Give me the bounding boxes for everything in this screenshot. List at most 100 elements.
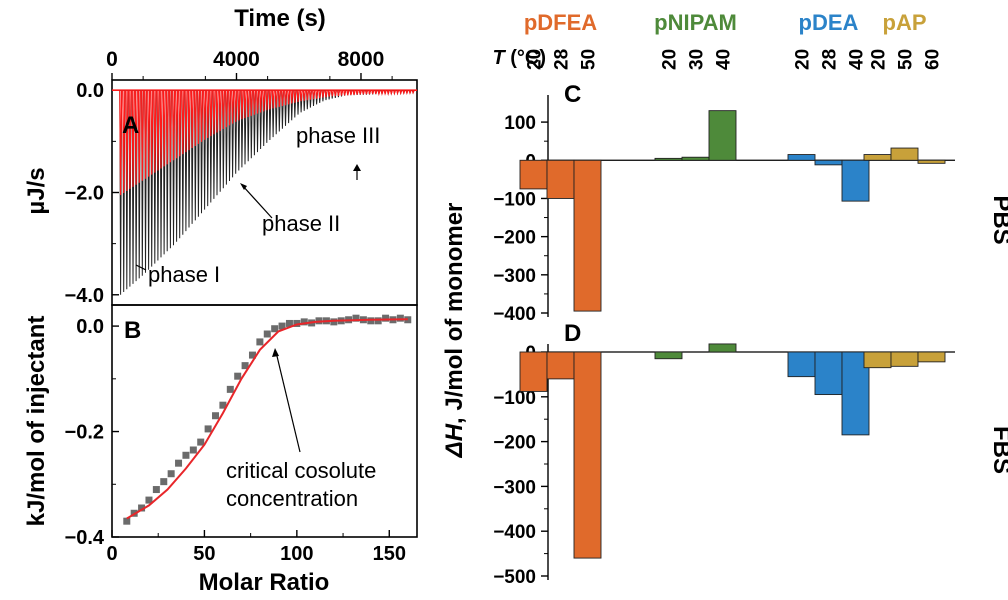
panel-c-y-tick-label: −300 bbox=[493, 266, 536, 287]
panel-c-y-tick-label: 100 bbox=[504, 113, 536, 134]
panel-d-bar-pap bbox=[917, 351, 946, 363]
panel-c-label: C bbox=[564, 81, 581, 108]
panel-d-bar-pdfea bbox=[573, 351, 602, 559]
polymer-header-pap: pAP bbox=[883, 10, 927, 35]
panel-b-data-point bbox=[256, 338, 264, 346]
panel-b-data-point bbox=[263, 330, 271, 338]
panel-d-y-tick-label: −400 bbox=[493, 522, 536, 543]
panel-d-axis: 0−100−200−300−400−500 bbox=[493, 343, 955, 588]
panel-c-bar-pdfea bbox=[519, 159, 548, 190]
critical-concentration-label-line2: concentration bbox=[226, 486, 358, 511]
panel-b-data-point bbox=[300, 318, 308, 326]
phase-ii-arrowhead bbox=[240, 183, 247, 190]
panel-b-data-point bbox=[197, 438, 205, 446]
polymer-header-pdfea: pDFEA bbox=[524, 10, 597, 35]
phase-ii-arrow bbox=[241, 184, 273, 219]
panel-c-bar-pdea bbox=[787, 154, 816, 161]
critical-concentration-arrow bbox=[275, 351, 301, 453]
panel-c-axis: 1000−100−200−300−400 bbox=[493, 95, 955, 325]
panel-b-data-point bbox=[241, 362, 249, 370]
panel-d-y-tick-label: −300 bbox=[493, 477, 536, 498]
panel-a-time-axis-title: Time (s) bbox=[234, 5, 326, 32]
phase-iii-arrowhead bbox=[353, 164, 361, 171]
panel-b-x-tick-label: 50 bbox=[193, 543, 215, 565]
panel-c-bar-pap bbox=[863, 154, 892, 161]
panel-c-bar-pdfea bbox=[573, 159, 602, 312]
panel-b-data-point bbox=[138, 504, 146, 512]
panel-b-y-tick-label: 0.0 bbox=[76, 316, 104, 338]
panel-c-side-label: PBS bbox=[988, 195, 1008, 244]
temperature-label: 30 bbox=[687, 49, 708, 70]
panel-b-label: B bbox=[124, 317, 141, 344]
panel-b-data-point bbox=[226, 385, 234, 393]
panel-d-bar-pdfea bbox=[546, 351, 575, 380]
panel-d-y-tick-label: −100 bbox=[493, 388, 536, 409]
panel-b-data-point bbox=[271, 325, 279, 333]
temperature-label: 50 bbox=[896, 49, 917, 70]
panel-d-side-label: FBS bbox=[988, 426, 1008, 474]
polymer-header-pnipam: pNIPAM bbox=[654, 10, 737, 35]
panel-b-data-point bbox=[175, 459, 183, 467]
panel-b-x-tick-label: 0 bbox=[106, 543, 117, 565]
phase-ii-label: phase II bbox=[262, 211, 340, 236]
temperature-label: 28 bbox=[552, 49, 573, 70]
panel-b-y-tick-label: −0.2 bbox=[65, 422, 104, 444]
panel-b-data-point bbox=[219, 401, 227, 409]
panel-c-bar-pnipam bbox=[681, 156, 710, 161]
panel-b-x-axis-title: Molar Ratio bbox=[199, 569, 330, 596]
panel-b-data-point bbox=[382, 314, 390, 322]
panel-b-x-tick-label: 150 bbox=[373, 543, 406, 565]
temperature-label: 20 bbox=[793, 49, 814, 70]
temperature-label: 20 bbox=[660, 49, 681, 70]
panel-a-label: A bbox=[122, 112, 139, 139]
panel-c-bar-pdfea bbox=[546, 159, 575, 199]
panel-b-data-point bbox=[352, 314, 360, 322]
panel-b: 0 50 100 150 0.0 −0.2 −0.4 B critical cosolute… bbox=[23, 304, 418, 596]
polymer-headers: pDFEA pNIPAM pDEA pAP bbox=[524, 10, 927, 35]
panel-b-data-point bbox=[182, 451, 190, 459]
panel-d-bar-pnipam bbox=[708, 343, 737, 353]
panel-c-bar-pap bbox=[890, 147, 919, 161]
panel-d-label: D bbox=[564, 320, 581, 347]
temperature-label: 50 bbox=[579, 49, 600, 70]
panel-b-data-point bbox=[396, 314, 404, 322]
panel-c-bar-pap bbox=[917, 159, 946, 164]
panel-b-frame bbox=[111, 304, 418, 538]
panel-d-bar-pap bbox=[890, 351, 919, 367]
panel-b-data-point bbox=[234, 372, 242, 380]
panel-b-data-point bbox=[152, 486, 160, 494]
phase-iii-label: phase III bbox=[296, 123, 380, 148]
panel-b-data-point bbox=[285, 319, 293, 327]
critical-concentration-arrowhead bbox=[272, 348, 279, 357]
panel-b-data-point bbox=[145, 496, 153, 504]
bar-y-axis-title-delta-h: ΔH bbox=[441, 423, 468, 458]
polymer-header-pdea: pDEA bbox=[799, 10, 859, 35]
temperature-unit: (°C) bbox=[505, 47, 546, 69]
temperature-labels: 20 28 50 20 30 40 20 28 40 20 50 60 bbox=[525, 49, 944, 70]
temperature-symbol: T bbox=[492, 47, 506, 69]
panel-c-bar-pdea bbox=[814, 159, 843, 166]
panel-c-bar-pnipam bbox=[654, 157, 683, 161]
phase-i-label: phase I bbox=[148, 262, 220, 287]
panel-d-bar-pnipam bbox=[654, 351, 683, 360]
panel-c-y-tick-label: −200 bbox=[493, 228, 536, 249]
temperature-label: 40 bbox=[847, 49, 868, 70]
panel-c-bars bbox=[519, 110, 946, 312]
panel-a-top-ticks: 0 4000 8000 bbox=[106, 48, 393, 80]
panel-d-bar-pdfea bbox=[519, 351, 548, 392]
panel-a-y-tick-label: −2.0 bbox=[65, 183, 104, 205]
panel-c-y-tick-label: −400 bbox=[493, 304, 536, 325]
panel-d-y-tick-label: −200 bbox=[493, 433, 536, 454]
temperature-label: 60 bbox=[923, 49, 944, 70]
panel-b-data-point bbox=[123, 517, 131, 525]
temperature-label: 20 bbox=[525, 49, 546, 70]
temperature-label: 28 bbox=[820, 49, 841, 70]
panel-b-fit-curve bbox=[126, 318, 408, 520]
panel-c-bar-pdea bbox=[841, 159, 870, 202]
panel-a-y-tick-label: −4.0 bbox=[65, 285, 104, 307]
panel-a: Time (s) 0 4000 8000 0.0 −2.0 −4.0 µJ/s A ph… bbox=[23, 5, 418, 307]
panel-b-x-tick-label: 100 bbox=[280, 543, 313, 565]
panel-d-bar-pdea bbox=[787, 351, 816, 378]
panel-b-data-point bbox=[278, 322, 286, 330]
